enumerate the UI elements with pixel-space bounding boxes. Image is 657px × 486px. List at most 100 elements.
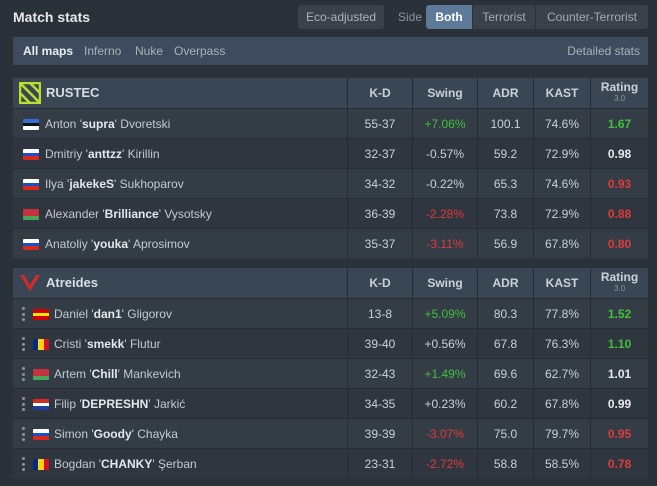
player-name[interactable]: Artem 'Chill' Mankevich <box>54 359 181 389</box>
swing-value: -3.07% <box>412 419 477 448</box>
kast-value: 72.9% <box>533 139 590 168</box>
rating-value: 0.99 <box>590 389 648 418</box>
kast-column-header[interactable]: KAST <box>533 268 590 298</box>
adr-value: 59.2 <box>477 139 533 168</box>
kd-value: 35-37 <box>347 229 412 258</box>
player-nickname: Chill <box>91 367 118 381</box>
table-row[interactable]: Simon 'Goody' Chayka 39-39 -3.07% 75.0 79.7%… <box>13 418 648 448</box>
rating-column-header[interactable]: Rating 3.0 <box>590 78 648 108</box>
table-row[interactable]: Artem 'Chill' Mankevich 32-43 +1.49% 69.6 62… <box>13 358 648 388</box>
drag-handle-icon[interactable] <box>22 307 25 321</box>
map-tab-nuke[interactable]: Nuke <box>135 44 164 58</box>
kast-value: 62.7% <box>533 359 590 388</box>
player-nickname: jakekeS <box>69 177 115 191</box>
map-tab-all[interactable]: All maps <box>23 44 74 58</box>
kd-value: 36-39 <box>347 199 412 228</box>
adr-column-header[interactable]: ADR <box>477 78 533 108</box>
player-name[interactable]: Anatoliy 'youka' Aprosimov <box>45 229 190 259</box>
table-row[interactable]: Anton 'supra' Dvoretski 55-37 +7.06% 100.1 7… <box>13 108 648 138</box>
player-last-name: ' Kirillin <box>121 147 160 161</box>
swing-column-header[interactable]: Swing <box>412 78 477 108</box>
kast-value: 74.6% <box>533 169 590 198</box>
player-first-name: Ilya ' <box>45 177 70 191</box>
kast-column-header[interactable]: KAST <box>533 78 590 108</box>
team-table-1: Atreides K-D Swing ADR KAST Rating 3.0 Daniel '… <box>13 268 648 478</box>
swing-value: -0.22% <box>412 169 477 198</box>
table-row[interactable]: Dmitriy 'anttzz' Kirillin 32-37 -0.57% 59.2… <box>13 138 648 168</box>
kd-value: 34-32 <box>347 169 412 198</box>
page-title: Match stats <box>13 9 91 25</box>
team-header: RUSTEC K-D Swing ADR KAST Rating 3.0 <box>13 78 648 108</box>
table-row[interactable]: Ilya 'jakekeS' Sukhoparov 34-32 -0.22% 65.3… <box>13 168 648 198</box>
player-name[interactable]: Ilya 'jakekeS' Sukhoparov <box>45 169 184 199</box>
map-filter-bar: All maps Inferno Nuke Overpass Detailed … <box>13 37 648 65</box>
player-first-name: Bogdan ' <box>54 457 101 471</box>
player-name[interactable]: Daniel 'dan1' Gligorov <box>54 299 172 329</box>
by-flag-icon <box>23 209 39 220</box>
swing-value: +5.09% <box>412 299 477 328</box>
detailed-stats-link[interactable]: Detailed stats <box>567 44 640 58</box>
adr-value: 100.1 <box>477 109 533 138</box>
kd-column-header[interactable]: K-D <box>347 78 412 108</box>
table-row[interactable]: Alexander 'Brilliance' Vysotsky 36-39 -2.2… <box>13 198 648 228</box>
drag-handle-icon[interactable] <box>22 427 25 441</box>
rating-column-header[interactable]: Rating 3.0 <box>590 268 648 298</box>
player-name[interactable]: Anton 'supra' Dvoretski <box>45 109 170 139</box>
rating-value: 1.67 <box>590 109 648 138</box>
table-row[interactable]: Daniel 'dan1' Gligorov 13-8 +5.09% 80.3 77.8… <box>13 298 648 328</box>
player-last-name: ' Aprosimov <box>128 237 190 251</box>
player-last-name: ' Dvoretski <box>114 117 171 131</box>
kd-column-header[interactable]: K-D <box>347 268 412 298</box>
side-both-button[interactable]: Both <box>426 5 472 29</box>
player-name[interactable]: Bogdan 'CHANKY' Şerban <box>54 449 197 479</box>
kd-value: 32-37 <box>347 139 412 168</box>
adr-column-header[interactable]: ADR <box>477 268 533 298</box>
kd-value: 55-37 <box>347 109 412 138</box>
adr-value: 60.2 <box>477 389 533 418</box>
drag-handle-icon[interactable] <box>22 397 25 411</box>
ro-flag-icon <box>33 339 49 350</box>
player-first-name: Anton ' <box>45 117 82 131</box>
kast-value: 74.6% <box>533 109 590 138</box>
side-counter-terrorist-button[interactable]: Counter-Terrorist <box>536 5 648 29</box>
ru-flag-icon <box>33 429 49 440</box>
player-nickname: smekk <box>86 337 125 351</box>
drag-handle-icon[interactable] <box>22 457 25 471</box>
player-name[interactable]: Cristi 'smekk' Flutur <box>54 329 161 359</box>
rating-version: 3.0 <box>613 94 626 103</box>
player-name[interactable]: Dmitriy 'anttzz' Kirillin <box>45 139 160 169</box>
kast-value: 79.7% <box>533 419 590 448</box>
player-last-name: ' Chayka <box>131 427 178 441</box>
player-last-name: ' Jarkić <box>148 397 186 411</box>
swing-value: +7.06% <box>412 109 477 138</box>
table-row[interactable]: Bogdan 'CHANKY' Şerban 23-31 -2.72% 58.8 58.… <box>13 448 648 478</box>
player-first-name: Dmitriy ' <box>45 147 88 161</box>
eco-adjusted-toggle[interactable]: Eco-adjusted <box>298 5 384 29</box>
match-stats-header: Match stats Eco-adjusted Side Both Terro… <box>0 0 657 34</box>
map-tab-inferno[interactable]: Inferno <box>84 44 122 58</box>
swing-column-header[interactable]: Swing <box>412 268 477 298</box>
player-first-name: Artem ' <box>54 367 92 381</box>
adr-value: 67.8 <box>477 329 533 358</box>
player-last-name: ' Mankevich <box>117 367 181 381</box>
table-row[interactable]: Filip 'DEPRESHN' Jarkić 34-35 +0.23% 60.2 67… <box>13 388 648 418</box>
map-tab-overpass[interactable]: Overpass <box>174 44 226 58</box>
drag-handle-icon[interactable] <box>22 367 25 381</box>
kd-value: 32-43 <box>347 359 412 388</box>
side-terrorist-button[interactable]: Terrorist <box>473 5 535 29</box>
player-name[interactable]: Simon 'Goody' Chayka <box>54 419 178 449</box>
team-name[interactable]: RUSTEC <box>46 85 100 100</box>
player-name[interactable]: Alexander 'Brilliance' Vysotsky <box>45 199 212 229</box>
player-last-name: ' Şerban <box>152 457 197 471</box>
table-row[interactable]: Anatoliy 'youka' Aprosimov 35-37 -3.11% 56.… <box>13 228 648 258</box>
ru-flag-icon <box>23 179 39 190</box>
adr-value: 69.6 <box>477 359 533 388</box>
drag-handle-icon[interactable] <box>22 337 25 351</box>
rating-value: 0.93 <box>590 169 648 198</box>
table-row[interactable]: Cristi 'smekk' Flutur 39-40 +0.56% 67.8 76.3… <box>13 328 648 358</box>
player-name[interactable]: Filip 'DEPRESHN' Jarkić <box>54 389 185 419</box>
player-nickname: dan1 <box>93 307 122 321</box>
team-name[interactable]: Atreides <box>46 275 99 290</box>
player-nickname: supra <box>81 117 115 131</box>
rating-value: 0.80 <box>590 229 648 258</box>
